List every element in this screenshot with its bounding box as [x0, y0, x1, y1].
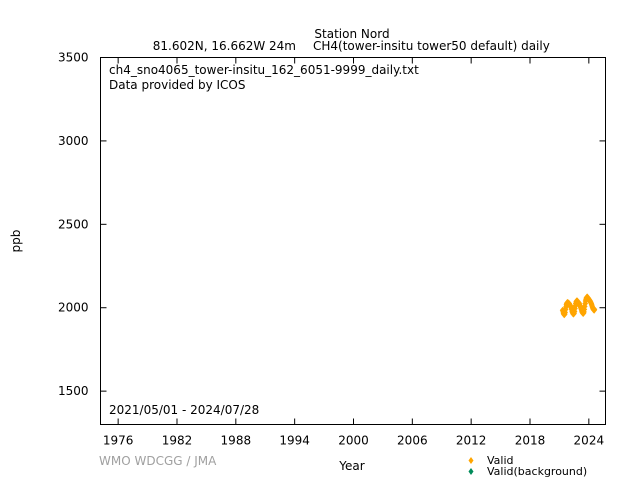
y-axis: 1500 2000 2500 3000 3500 — [58, 51, 606, 398]
station-title: Station Nord — [314, 27, 389, 41]
y-tick-label: 2000 — [58, 301, 89, 315]
x-tick-label: 2018 — [515, 434, 546, 448]
x-tick-label: 1982 — [162, 434, 193, 448]
y-tick-label: 1500 — [58, 384, 89, 398]
legend: Valid Valid(background) — [468, 454, 587, 478]
watermark: WMO WDCGG / JMA — [99, 454, 217, 468]
y-tick-label: 3500 — [58, 51, 89, 65]
x-tick-label: 1994 — [279, 434, 310, 448]
data-provider: Data provided by ICOS — [109, 78, 245, 92]
legend-background-marker — [468, 468, 474, 475]
x-tick-label: 2024 — [574, 434, 605, 448]
y-tick-label: 3000 — [58, 134, 89, 148]
data-point — [591, 305, 598, 313]
x-axis: 1976 1982 1988 1994 2000 2006 2012 2018 2024 — [103, 57, 605, 448]
plot-frame — [100, 57, 606, 425]
x-tick-label: 2006 — [397, 434, 428, 448]
legend-background-label: Valid(background) — [487, 465, 587, 478]
y-tick-label: 2500 — [58, 217, 89, 231]
x-tick-label: 2000 — [338, 434, 369, 448]
legend-valid-label: Valid — [487, 454, 514, 467]
station-location: 81.602N, 16.662W 24m — [153, 39, 296, 53]
y-axis-label: ppb — [9, 230, 23, 253]
x-tick-label: 1988 — [221, 434, 252, 448]
data-filename: ch4_sno4065_tower-insitu_162_6051-9999_d… — [109, 63, 419, 77]
x-axis-label: Year — [338, 459, 364, 473]
x-tick-label: 2012 — [456, 434, 487, 448]
data-series — [559, 293, 598, 319]
parameter-subtitle: CH4(tower-insitu tower50 default) daily — [313, 39, 550, 53]
legend-valid-marker — [468, 457, 474, 464]
data-period: 2021/05/01 - 2024/07/28 — [109, 403, 259, 417]
x-tick-label: 1976 — [103, 434, 134, 448]
